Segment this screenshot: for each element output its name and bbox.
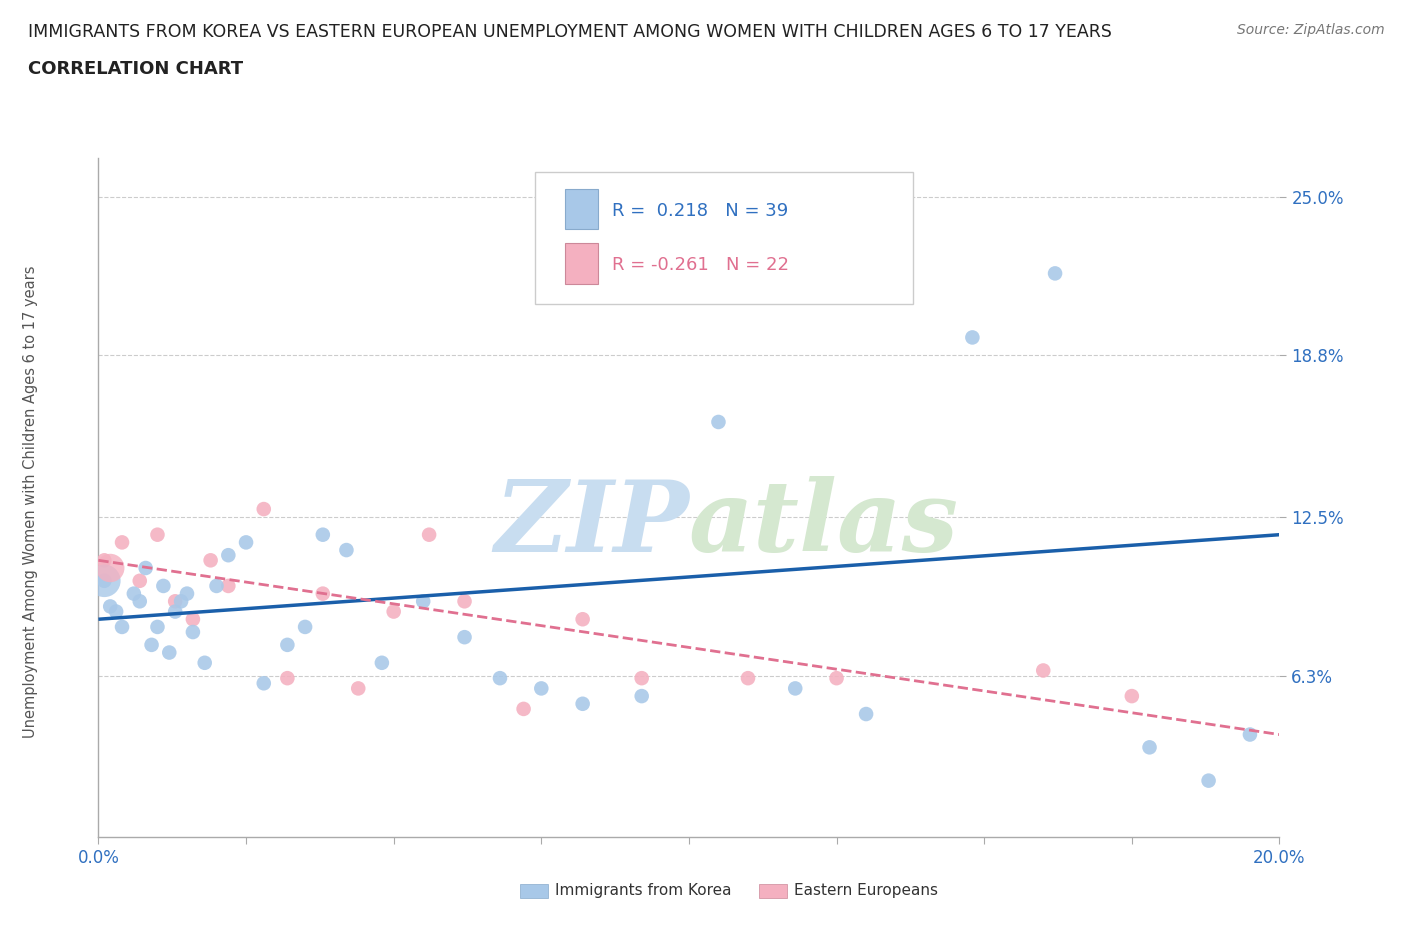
Point: [630, 671, 652, 685]
Point: [418, 527, 440, 542]
Point: [105, 604, 128, 619]
Point: [111, 619, 134, 634]
Point: [194, 656, 217, 671]
Point: [512, 701, 534, 716]
Point: [962, 330, 984, 345]
Point: [371, 656, 394, 671]
Point: [571, 612, 593, 627]
Point: [1239, 727, 1261, 742]
Point: [1121, 688, 1143, 703]
Point: [217, 578, 239, 593]
Point: [1032, 663, 1054, 678]
Text: R =  0.218   N = 39: R = 0.218 N = 39: [612, 202, 789, 220]
Point: [205, 578, 228, 593]
Point: [335, 542, 357, 557]
Point: [170, 594, 193, 609]
Point: [146, 619, 169, 634]
Point: [785, 681, 807, 696]
Text: R = -0.261   N = 22: R = -0.261 N = 22: [612, 257, 789, 274]
Point: [141, 637, 163, 652]
Point: [200, 552, 222, 567]
Point: [111, 535, 134, 550]
Point: [176, 586, 198, 601]
Point: [312, 586, 335, 601]
Point: [165, 604, 187, 619]
Point: [93, 552, 115, 567]
Point: [347, 681, 370, 696]
Point: [453, 630, 475, 644]
Point: [122, 586, 145, 601]
Point: [181, 612, 204, 627]
Text: Immigrants from Korea: Immigrants from Korea: [555, 884, 733, 898]
Point: [276, 671, 298, 685]
Point: [181, 625, 204, 640]
Point: [294, 619, 316, 634]
Point: [1198, 773, 1220, 788]
Point: [412, 594, 434, 609]
Point: [707, 415, 730, 430]
Point: [630, 688, 652, 703]
Text: IMMIGRANTS FROM KOREA VS EASTERN EUROPEAN UNEMPLOYMENT AMONG WOMEN WITH CHILDREN: IMMIGRANTS FROM KOREA VS EASTERN EUROPEA…: [28, 23, 1112, 41]
Point: [453, 594, 475, 609]
Point: [312, 527, 335, 542]
Point: [253, 501, 276, 516]
Text: Source: ZipAtlas.com: Source: ZipAtlas.com: [1237, 23, 1385, 37]
Point: [382, 604, 405, 619]
Point: [128, 594, 150, 609]
Point: [571, 697, 593, 711]
Point: [93, 574, 115, 589]
Text: ZIP: ZIP: [494, 476, 689, 573]
Bar: [565, 243, 598, 284]
Point: [135, 561, 157, 576]
Point: [737, 671, 759, 685]
Point: [165, 594, 187, 609]
Point: [93, 574, 115, 589]
Point: [855, 707, 877, 722]
Point: [152, 578, 174, 593]
Point: [235, 535, 257, 550]
FancyBboxPatch shape: [536, 172, 914, 304]
Point: [825, 671, 848, 685]
Text: CORRELATION CHART: CORRELATION CHART: [28, 60, 243, 78]
Point: [253, 676, 276, 691]
Point: [489, 671, 512, 685]
Bar: [565, 189, 598, 230]
Text: atlas: atlas: [689, 476, 959, 573]
Point: [1043, 266, 1066, 281]
Point: [157, 645, 180, 660]
Point: [98, 561, 121, 576]
Point: [530, 681, 553, 696]
Point: [128, 574, 150, 589]
Point: [217, 548, 239, 563]
Point: [98, 599, 121, 614]
Point: [1139, 740, 1161, 755]
Text: Unemployment Among Women with Children Ages 6 to 17 years: Unemployment Among Women with Children A…: [24, 266, 38, 738]
Point: [146, 527, 169, 542]
Text: Eastern Europeans: Eastern Europeans: [794, 884, 938, 898]
Point: [276, 637, 298, 652]
